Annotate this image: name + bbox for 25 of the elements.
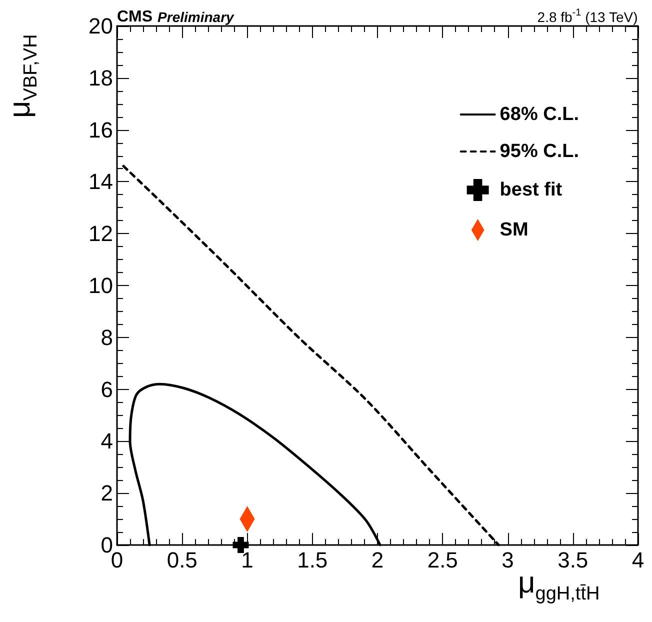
y-tick-label: 20	[88, 14, 113, 38]
x-tick-label: 3.5	[558, 548, 588, 572]
y-tick-label: 12	[88, 221, 113, 246]
y-tick-label: 10	[88, 273, 113, 298]
legend-label: 95% C.L.	[500, 141, 580, 162]
y-tick-label: 8	[100, 324, 113, 350]
x-tick-label: 2	[371, 548, 384, 572]
x-tick-label: 3	[502, 548, 514, 572]
chart-title: CMS	[117, 8, 153, 26]
y-tick-label: 16	[88, 117, 113, 142]
legend-label: best fit	[500, 180, 563, 200]
chart-subtitle: Preliminary	[158, 9, 236, 25]
y-axis-title: μVBF,VH	[4, 34, 42, 118]
y-tick-label: 14	[88, 169, 113, 194]
legend-label: SM	[500, 220, 528, 240]
x-tick-label: 4	[632, 548, 644, 572]
x-tick-label: 1	[241, 548, 254, 572]
legend-label: 68% C.L.	[500, 104, 580, 125]
y-tick-label: 6	[100, 376, 113, 402]
y-tick-label: 18	[88, 65, 113, 90]
y-tick-label: 4	[100, 428, 113, 454]
y-tick-label: 2	[100, 480, 113, 506]
x-tick-label: 1.5	[297, 548, 328, 572]
x-tick-label: 0.5	[166, 548, 198, 572]
x-tick-label: 2.5	[427, 548, 458, 572]
